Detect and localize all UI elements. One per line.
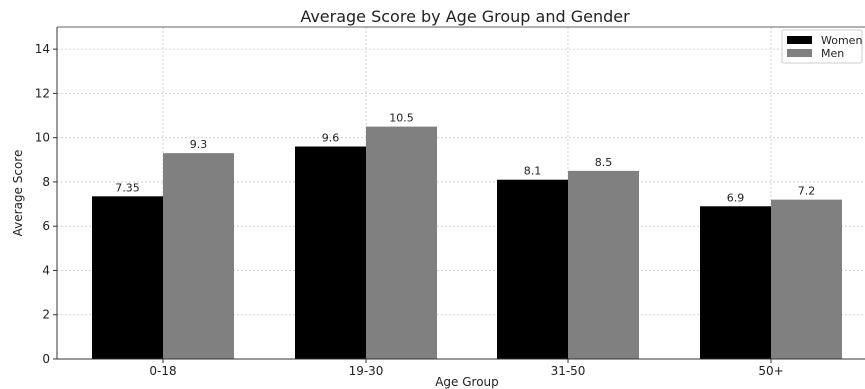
y-tick-label: 8 <box>42 175 50 189</box>
bar-men-31-50 <box>568 170 639 359</box>
y-tick-label: 4 <box>42 263 50 277</box>
x-axis-label: Age Group <box>435 375 499 389</box>
y-tick-label: 10 <box>35 131 50 145</box>
bar-men-50+ <box>771 199 842 359</box>
y-tick-label: 2 <box>42 308 50 322</box>
data-label: 7.35 <box>115 181 140 194</box>
data-label: 6.9 <box>727 191 745 204</box>
data-label: 9.3 <box>190 138 208 151</box>
bar-women-0-18 <box>92 196 163 359</box>
bar-women-31-50 <box>497 179 568 359</box>
bars-layer <box>92 126 842 359</box>
bar-men-19-30 <box>366 126 437 359</box>
labels-layer: 0 2 4 6 8 10 12 14 0-18 19-30 31-50 50+ 7.35 9.6 8.1 6.… <box>35 42 816 378</box>
y-tick-label: 14 <box>35 42 50 56</box>
data-label: 8.5 <box>595 156 613 169</box>
data-label: 10.5 <box>389 112 414 125</box>
x-tick-label: 19-30 <box>349 364 384 378</box>
x-tick-label: 0-18 <box>149 364 176 378</box>
bar-women-50+ <box>700 206 771 359</box>
axes-layer <box>53 26 865 363</box>
legend-swatch-women <box>787 36 812 44</box>
chart-title: Average Score by Age Group and Gender <box>300 7 630 26</box>
x-tick-label: 50+ <box>758 364 783 378</box>
legend-label-women: Women <box>821 34 862 47</box>
legend-swatch-men <box>787 49 812 57</box>
y-tick-label: 12 <box>35 86 50 100</box>
data-label: 8.1 <box>524 165 542 178</box>
y-axis-label: Average Score <box>11 150 25 237</box>
data-label: 7.2 <box>798 185 816 198</box>
y-tick-label: 6 <box>42 219 50 233</box>
x-tick-label: 31-50 <box>551 364 586 378</box>
bar-men-0-18 <box>163 153 234 359</box>
data-label: 9.6 <box>322 132 340 145</box>
legend-label-men: Men <box>821 47 844 60</box>
y-tick-label: 0 <box>42 352 50 366</box>
bar-women-19-30 <box>295 146 366 359</box>
